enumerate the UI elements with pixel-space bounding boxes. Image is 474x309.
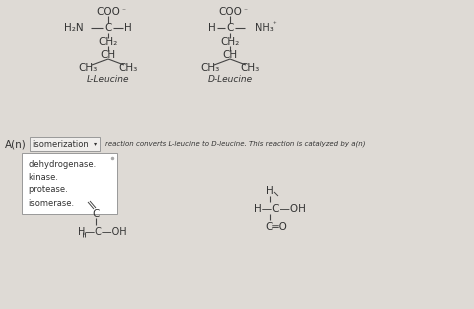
Text: C: C (226, 23, 234, 33)
Text: ⁻: ⁻ (243, 6, 247, 15)
Text: A(n): A(n) (5, 139, 27, 149)
Text: H: H (124, 23, 132, 33)
Text: H: H (266, 186, 274, 196)
Text: protease.: protease. (28, 185, 68, 194)
Text: dehydrogenase.: dehydrogenase. (28, 159, 96, 168)
Text: C: C (104, 23, 112, 33)
Text: ⁻: ⁻ (121, 6, 125, 15)
Text: CH₃: CH₃ (78, 63, 98, 73)
Text: CH₃: CH₃ (118, 63, 137, 73)
Text: H: H (208, 23, 216, 33)
Text: CH₃: CH₃ (201, 63, 219, 73)
Text: CH: CH (100, 50, 116, 60)
Text: kinase.: kinase. (28, 172, 58, 181)
Text: D-Leucine: D-Leucine (208, 74, 253, 83)
Text: NH₃: NH₃ (255, 23, 274, 33)
Text: reaction converts L-leucine to D-leucine. This reaction is catalyzed by a(n): reaction converts L-leucine to D-leucine… (105, 141, 365, 147)
Text: CH₂: CH₂ (99, 37, 118, 47)
Text: L-Leucine: L-Leucine (87, 74, 129, 83)
Text: ⁺: ⁺ (272, 22, 276, 28)
Text: COO: COO (96, 7, 120, 17)
Text: CH: CH (222, 50, 237, 60)
FancyBboxPatch shape (21, 153, 118, 214)
Text: C: C (92, 209, 100, 219)
FancyBboxPatch shape (29, 137, 100, 151)
Text: C═O: C═O (265, 222, 287, 232)
Text: isomerization: isomerization (33, 139, 90, 149)
Text: H—C—OH: H—C—OH (254, 204, 306, 214)
Text: ▾: ▾ (94, 142, 98, 146)
Text: H—C—OH: H—C—OH (78, 227, 127, 237)
Text: H₂N: H₂N (64, 23, 84, 33)
Text: CH₃: CH₃ (240, 63, 260, 73)
Text: isomerase.: isomerase. (28, 198, 74, 208)
Text: COO: COO (218, 7, 242, 17)
Text: CH₂: CH₂ (220, 37, 240, 47)
